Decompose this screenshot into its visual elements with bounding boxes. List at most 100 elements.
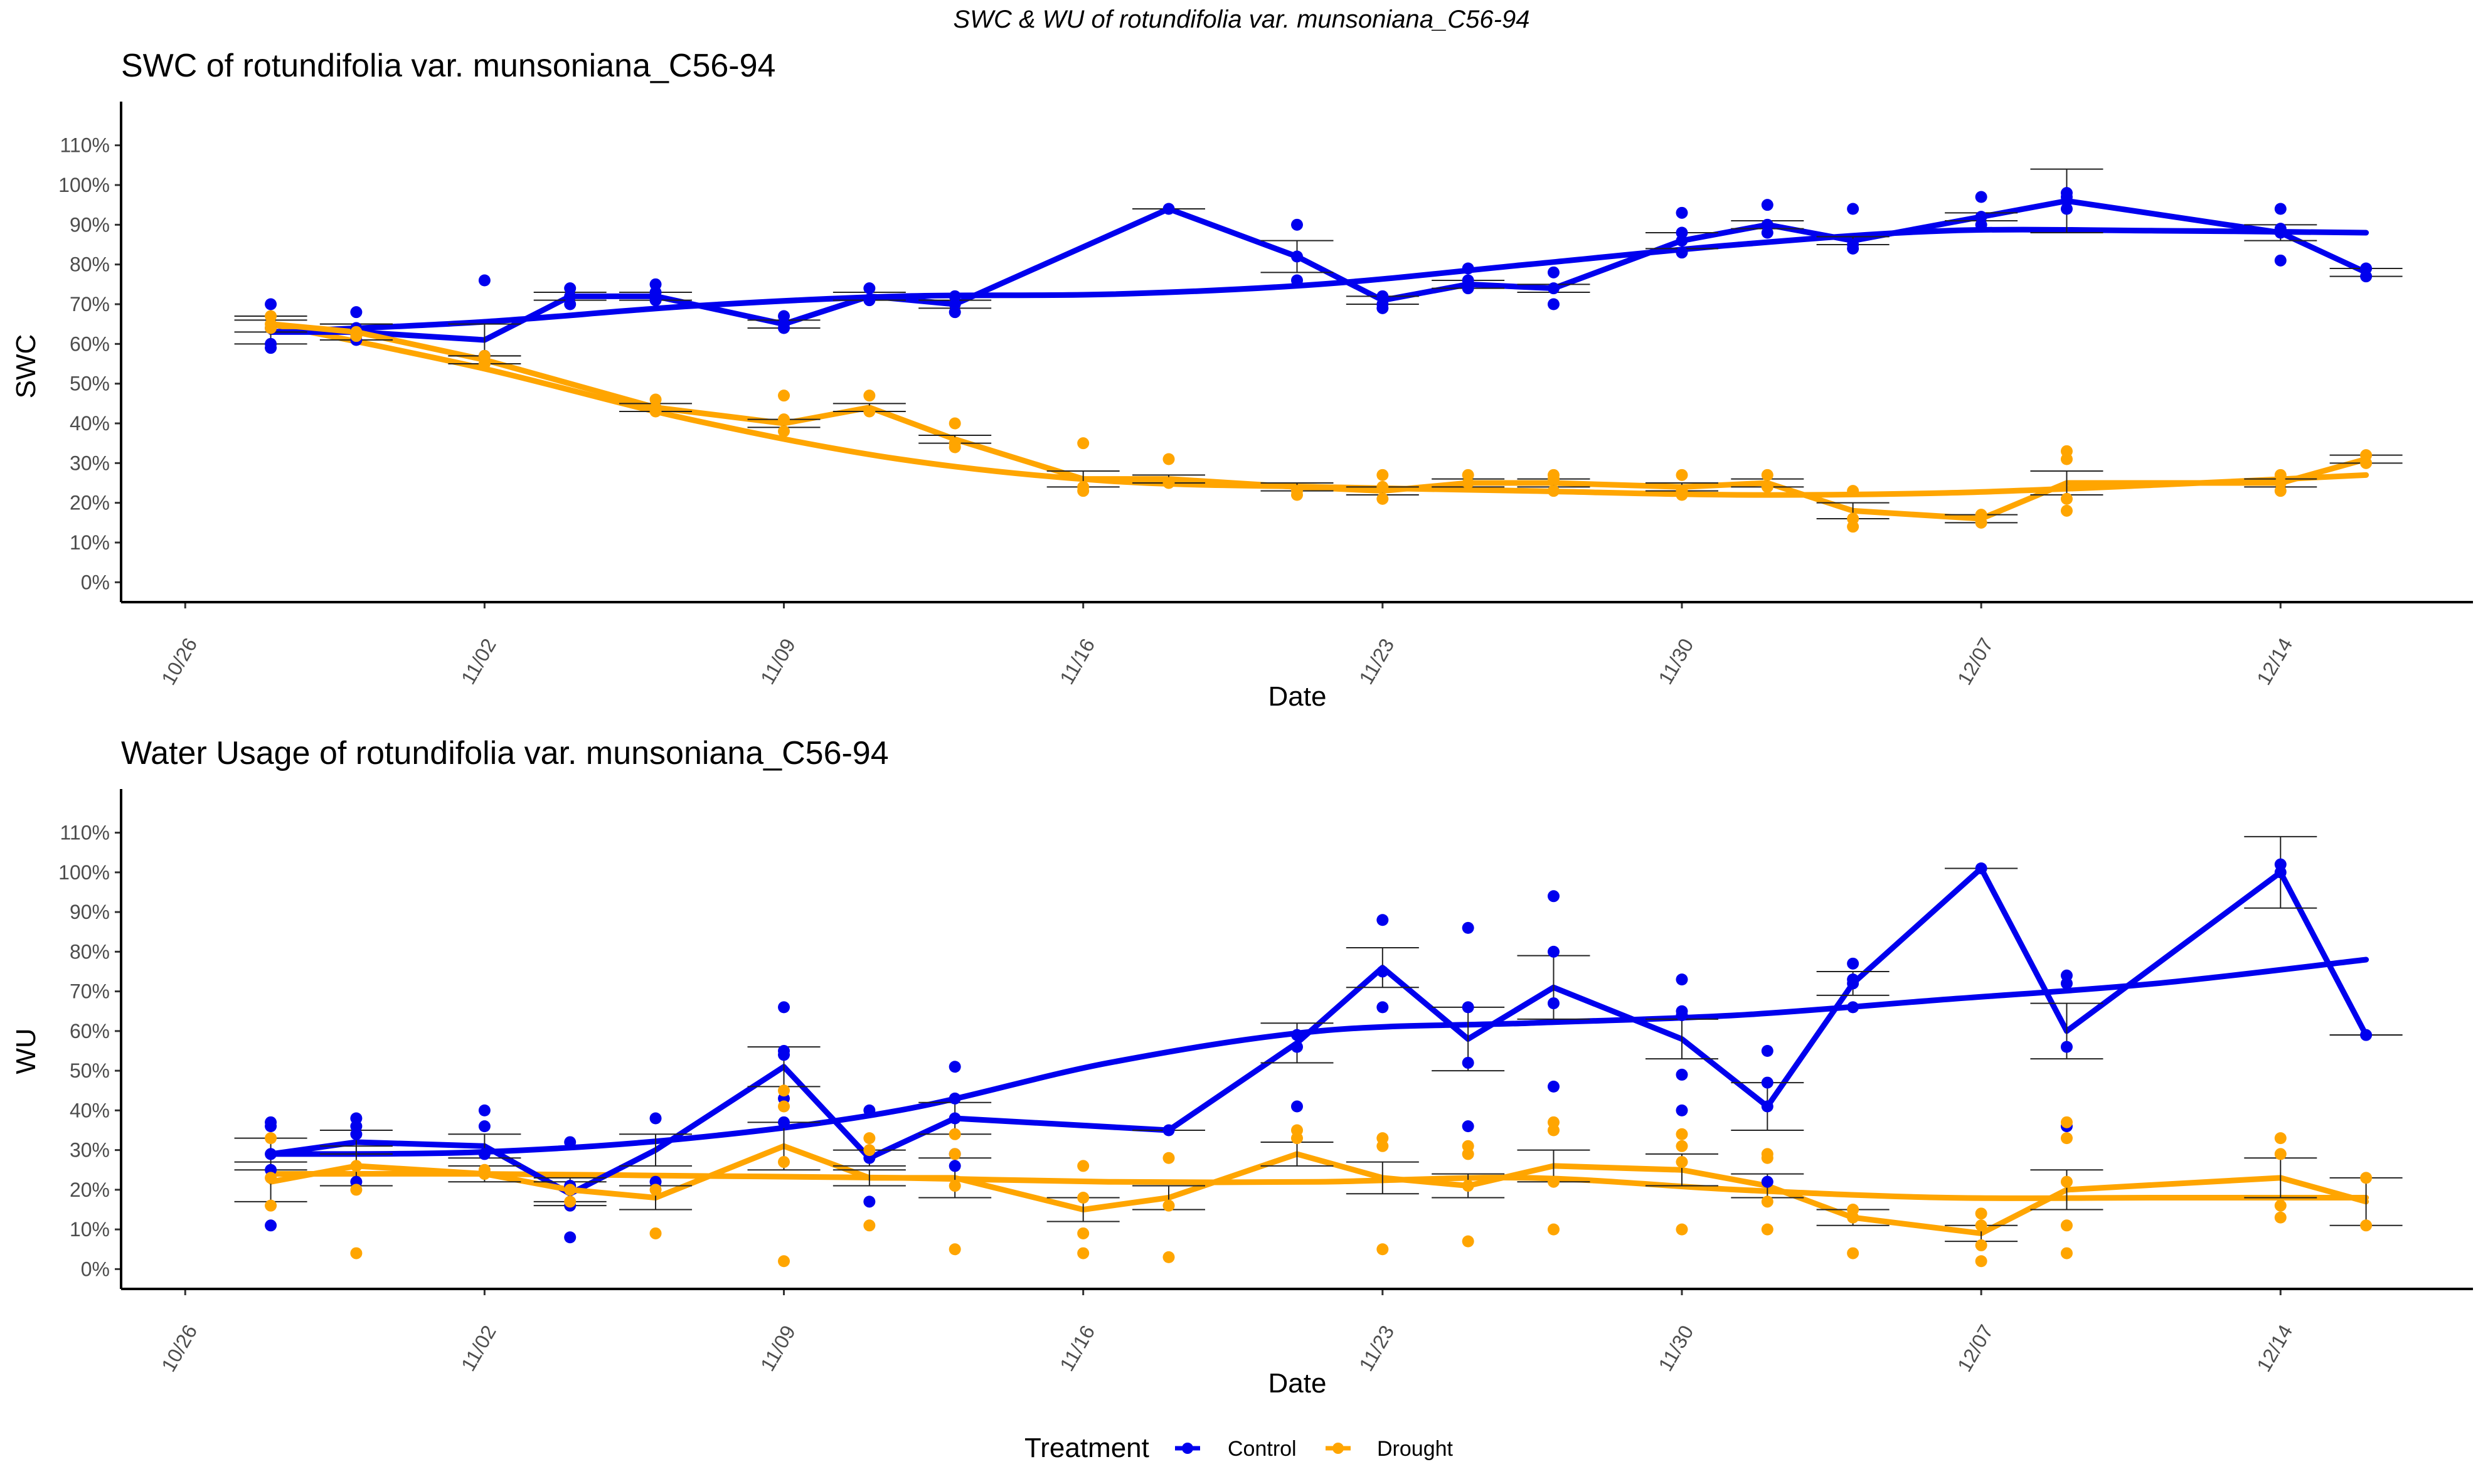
wu-control-point	[478, 1104, 491, 1116]
wu-control-point	[1761, 1175, 1773, 1188]
wu-x-tick-label: 11/09	[756, 1322, 800, 1375]
wu-drought-point	[1676, 1140, 1688, 1152]
swc-control-point	[949, 306, 961, 319]
swc-x-tick-label: 10/26	[157, 634, 201, 689]
wu-drought-point	[1376, 1243, 1389, 1256]
swc-panel: SWC of rotundifolia var. munsoniana_C56-…	[11, 48, 2473, 712]
wu-control-point	[2360, 1029, 2373, 1041]
wu-control-point	[949, 1160, 961, 1172]
wu-y-ticks: 0% 10% 20% 30% 40% 50% 60% 70% 80% 90% 100% 110%	[58, 822, 121, 1280]
wu-control-point	[1376, 914, 1389, 926]
swc-control-point	[863, 282, 876, 295]
swc-axes	[120, 102, 2473, 603]
wu-control-error-bar	[1517, 955, 1590, 1020]
swc-control-point	[1676, 235, 1688, 247]
wu-y-tick-label: 30%	[70, 1139, 110, 1162]
wu-control-point	[863, 1104, 876, 1116]
wu-y-tick-label: 70%	[70, 980, 110, 1003]
wu-control-point	[1462, 921, 1474, 934]
wu-control-point	[778, 1116, 790, 1128]
wu-control-point	[1291, 1041, 1303, 1053]
swc-points	[265, 187, 2373, 533]
swc-y-tick-label: 90%	[70, 213, 110, 236]
swc-drought-point	[1761, 469, 1773, 481]
swc-control-smooth-line	[268, 226, 2369, 335]
wu-drought-point	[1847, 1247, 1859, 1259]
wu-control-point	[1376, 965, 1389, 978]
wu-control-point	[1462, 1120, 1474, 1133]
wu-drought-point	[1975, 1219, 1987, 1232]
wu-y-tick-label: 90%	[70, 901, 110, 923]
swc-drought-point	[1547, 485, 1560, 497]
wu-drought-point	[863, 1132, 876, 1145]
swc-control-point	[478, 274, 491, 287]
wu-drought-point	[265, 1172, 277, 1184]
wu-drought-point	[949, 1128, 961, 1140]
swc-x-tick-label: 11/30	[1654, 635, 1698, 688]
swc-control-point	[350, 306, 363, 319]
wu-x-tick-label: 12/07	[1953, 1321, 1997, 1375]
swc-drought-point	[1376, 492, 1389, 505]
wu-y-tick-label: 50%	[70, 1059, 110, 1082]
swc-drought-point	[1761, 480, 1773, 493]
legend: Treatment Control Drought	[1024, 1433, 1454, 1463]
wu-control-point	[2274, 866, 2287, 879]
wu-y-tick-label: 100%	[58, 861, 110, 884]
wu-control-point	[1547, 1080, 1560, 1093]
wu-control-point	[1547, 945, 1560, 958]
swc-control-point	[649, 294, 662, 307]
swc-x-ticks: 10/26 11/02 11/09 11/16 11/23 11/30 12/07 12/14	[157, 602, 2297, 689]
legend-title: Treatment	[1024, 1433, 1149, 1463]
wu-drought-point	[1077, 1160, 1090, 1172]
swc-control-mean-line	[268, 198, 2369, 343]
wu-drought-point	[350, 1247, 363, 1259]
swc-control-point	[265, 342, 277, 354]
wu-control-point	[1162, 1124, 1175, 1137]
wu-control-point	[1376, 1001, 1389, 1014]
wu-drought-point	[649, 1227, 662, 1239]
wu-drought-point	[1761, 1223, 1773, 1236]
swc-control-point	[1162, 203, 1175, 215]
swc-control-point	[1376, 302, 1389, 314]
swc-control-point	[1291, 274, 1303, 287]
swc-drought-mean-line	[268, 321, 2369, 522]
wu-drought-mean-line	[268, 1143, 2369, 1236]
wu-drought-point	[778, 1156, 790, 1169]
swc-drought-point	[649, 405, 662, 418]
swc-drought-point	[2274, 485, 2287, 497]
wu-drought-point	[1975, 1207, 1987, 1220]
swc-control-point	[863, 294, 876, 307]
wu-control-point	[1462, 1056, 1474, 1069]
swc-y-tick-label: 40%	[70, 412, 110, 435]
wu-drought-point	[649, 1184, 662, 1196]
swc-control-point	[564, 298, 577, 310]
swc-control-point	[1761, 226, 1773, 239]
legend-item-control: Control	[1175, 1437, 1297, 1461]
swc-control-point	[265, 298, 277, 310]
wu-drought-point	[2360, 1219, 2373, 1232]
swc-y-tick-label: 0%	[81, 571, 110, 593]
wu-drought-point	[564, 1184, 577, 1196]
wu-control-point	[350, 1128, 363, 1140]
swc-drought-point	[949, 441, 961, 453]
wu-control-error-bar	[1645, 1018, 1718, 1060]
wu-drought-point	[1077, 1192, 1090, 1204]
wu-mean-lines	[268, 866, 2369, 1236]
wu-drought-point	[2274, 1211, 2287, 1224]
swc-x-tick-label: 12/07	[1953, 634, 1997, 689]
swc-panel-title: SWC of rotundifolia var. munsoniana_C56-…	[121, 48, 775, 84]
swc-drought-point	[2360, 457, 2373, 469]
swc-control-point	[1975, 191, 1987, 203]
wu-control-point	[265, 1219, 277, 1232]
swc-y-tick-label: 70%	[70, 293, 110, 315]
wu-drought-point	[949, 1148, 961, 1160]
swc-drought-smooth-line	[268, 321, 2369, 498]
wu-control-point	[949, 1112, 961, 1125]
wu-drought-point	[1761, 1152, 1773, 1164]
swc-control-point	[1975, 218, 1987, 231]
wu-drought-point	[778, 1084, 790, 1097]
wu-points	[265, 858, 2373, 1268]
wu-drought-point	[2274, 1132, 2287, 1145]
swc-x-tick-label: 11/09	[756, 635, 800, 688]
wu-panel: Water Usage of rotundifolia var. munsoni…	[11, 735, 2473, 1399]
